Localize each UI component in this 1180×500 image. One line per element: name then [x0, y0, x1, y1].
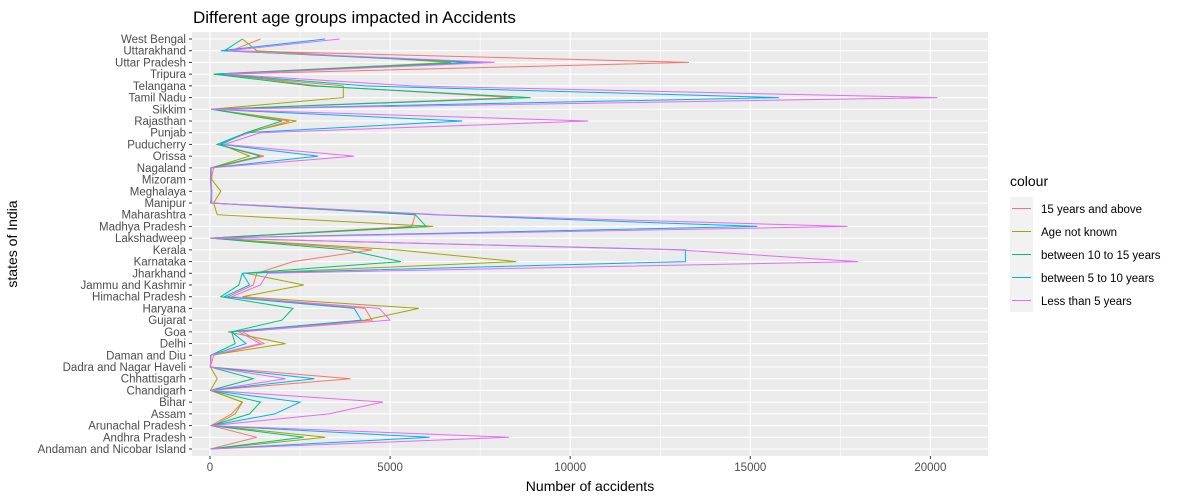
series-lines	[209, 38, 938, 450]
y-tick-label: Himachal Pradesh	[92, 292, 186, 304]
x-tick-label: 5000	[377, 462, 403, 474]
y-tick-label: Tripura	[150, 69, 187, 81]
series-line-age-not-known	[209, 38, 517, 450]
y-tick-label: Meghalaya	[130, 186, 187, 198]
y-tick-label: West Bengal	[121, 34, 186, 46]
x-tick-label: 0	[207, 462, 213, 474]
y-tick-label: Chhattisgarh	[121, 374, 186, 386]
x-tick-label: 10000	[554, 462, 586, 474]
legend-label: between 10 to 15 years	[1041, 250, 1161, 262]
y-tick-label: Bihar	[159, 397, 186, 409]
y-tick-label: Telangana	[133, 81, 187, 93]
y-tick-label: Gujarat	[148, 315, 187, 327]
y-tick-label: Arunachal Pradesh	[88, 421, 186, 433]
y-tick-label: Madhya Pradesh	[99, 221, 186, 233]
y-tick-label: Sikkim	[152, 104, 186, 116]
y-tick-label: Punjab	[150, 128, 186, 140]
y-tick-label: Daman and Diu	[106, 350, 186, 362]
y-tick-label: Haryana	[143, 303, 187, 315]
y-tick-label: Mizoram	[142, 175, 186, 187]
y-tick-label: Manipur	[144, 198, 186, 210]
y-tick-label: Delhi	[160, 339, 186, 351]
y-tick-label: Uttarakhand	[123, 46, 186, 58]
series-line-between-10-to-15-years	[209, 38, 531, 450]
y-tick-label: Maharashtra	[121, 210, 186, 222]
x-axis: 0 5000 10000 15000 20000	[207, 456, 946, 474]
x-tick-label: 15000	[734, 462, 766, 474]
y-tick-label: Puducherry	[127, 139, 186, 151]
y-tick-label: Jharkhand	[132, 268, 186, 280]
y-tick-label: Andhra Pradesh	[103, 432, 186, 444]
x-axis-title: Number of accidents	[526, 478, 654, 494]
legend-label: Age not known	[1041, 227, 1117, 239]
chart-title: Different age groups impacted in Acciden…	[193, 8, 516, 27]
series-line-less-than-5-years	[209, 38, 938, 450]
x-tick-label: 20000	[914, 462, 946, 474]
y-tick-label: Orissa	[153, 151, 187, 163]
grid-lines	[192, 32, 988, 456]
y-tick-label: Chandigarh	[127, 385, 186, 397]
y-tick-label: Uttar Pradesh	[115, 57, 186, 69]
legend: colour 15 years and above Age not known be…	[1010, 173, 1161, 312]
y-tick-label: Nagaland	[137, 163, 186, 175]
y-axis-title: states of India	[4, 200, 20, 287]
y-tick-label: Tamil Nadu	[128, 93, 186, 105]
legend-label: 15 years and above	[1041, 204, 1142, 216]
y-tick-label: Andaman and Nicobar Island	[38, 444, 186, 456]
y-tick-label: Lakshadweep	[115, 233, 186, 245]
y-tick-label: Dadra and Nagar Haveli	[63, 362, 186, 374]
legend-label: between 5 to 10 years	[1041, 273, 1154, 285]
plot-panel	[192, 32, 988, 456]
y-tick-label: Rajasthan	[134, 116, 186, 128]
y-tick-label: Jammu and Kashmir	[81, 280, 187, 292]
y-tick-label: Kerala	[153, 245, 187, 257]
legend-title: colour	[1010, 173, 1048, 189]
y-tick-label: Assam	[151, 409, 186, 421]
legend-label: Less than 5 years	[1041, 296, 1132, 308]
y-tick-label: Goa	[164, 327, 186, 339]
y-tick-label: Karnataka	[134, 257, 187, 269]
